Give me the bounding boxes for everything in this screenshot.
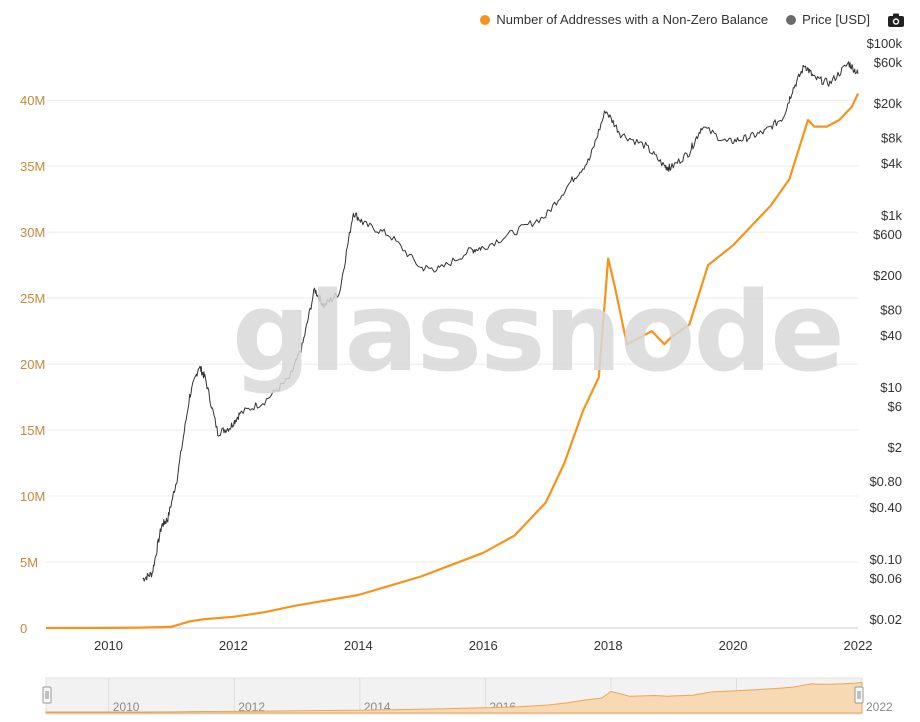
right-axis-tick-label: $0.80	[869, 474, 902, 489]
left-axis-tick-label: 15M	[20, 423, 45, 438]
navigator-label: 2010	[113, 700, 140, 714]
right-axis-tick-label: $40	[880, 328, 902, 343]
series-line-price	[142, 61, 859, 582]
right-axis-tick-label: $80	[880, 302, 902, 317]
legend-label-price: Price [USD]	[802, 12, 870, 27]
series-line-addresses	[45, 93, 859, 630]
right-axis-tick-label: $60k	[874, 55, 903, 70]
x-axis-tick-label: 2022	[844, 638, 873, 653]
right-axis-tick-label: $8k	[881, 130, 902, 145]
right-axis-tick-label: $200	[873, 268, 902, 283]
navigator-handle-left[interactable]	[42, 686, 52, 704]
navigator-label: 2022	[866, 700, 893, 714]
navigator-label: 2012	[238, 700, 265, 714]
legend-dot-addresses	[480, 14, 491, 25]
x-axis-tick-label: 2018	[594, 638, 623, 653]
x-axis-tick-label: 2016	[469, 638, 498, 653]
right-axis-tick-label: $1k	[881, 208, 902, 223]
legend: Number of Addresses with a Non-Zero Bala…	[480, 12, 904, 27]
left-axis-tick-label: 10M	[20, 489, 45, 504]
left-axis-tick-label: 5M	[20, 555, 38, 570]
legend-item-price[interactable]: Price [USD]	[786, 12, 870, 27]
right-axis-tick-label: $0.06	[869, 571, 902, 586]
left-axis-tick-label: 20M	[20, 357, 45, 372]
x-axis-tick-label: 2012	[219, 638, 248, 653]
camera-icon[interactable]	[888, 13, 904, 27]
navigator-series-area	[45, 681, 863, 714]
x-axis-tick-label: 2020	[719, 638, 748, 653]
left-axis-tick-label: 35M	[20, 159, 45, 174]
legend-item-addresses[interactable]: Number of Addresses with a Non-Zero Bala…	[480, 12, 768, 27]
navigator-handle-right[interactable]	[854, 686, 864, 704]
right-axis-tick-label: $600	[873, 227, 902, 242]
x-axis-tick-label: 2010	[94, 638, 123, 653]
right-axis-tick-label: $100k	[867, 36, 903, 51]
right-axis-tick-label: $0.10	[869, 552, 902, 567]
right-axis-tick-label: $6	[888, 399, 902, 414]
right-axis-tick-label: $0.40	[869, 500, 902, 515]
right-axis-tick-label: $4k	[881, 156, 902, 171]
left-axis-tick-label: 30M	[20, 225, 45, 240]
legend-label-addresses: Number of Addresses with a Non-Zero Bala…	[496, 12, 769, 27]
right-axis-tick-label: $0.02	[869, 612, 902, 627]
left-axis-tick-label: 40M	[20, 93, 45, 108]
right-axis-tick-label: $20k	[874, 96, 903, 111]
legend-dot-price	[786, 14, 797, 25]
left-axis-tick-label: 25M	[20, 291, 45, 306]
x-axis-tick-label: 2014	[344, 638, 373, 653]
right-axis-tick-label: $10	[880, 380, 902, 395]
left-axis-tick-label: 0	[20, 621, 27, 636]
right-axis-tick-label: $2	[888, 440, 902, 455]
